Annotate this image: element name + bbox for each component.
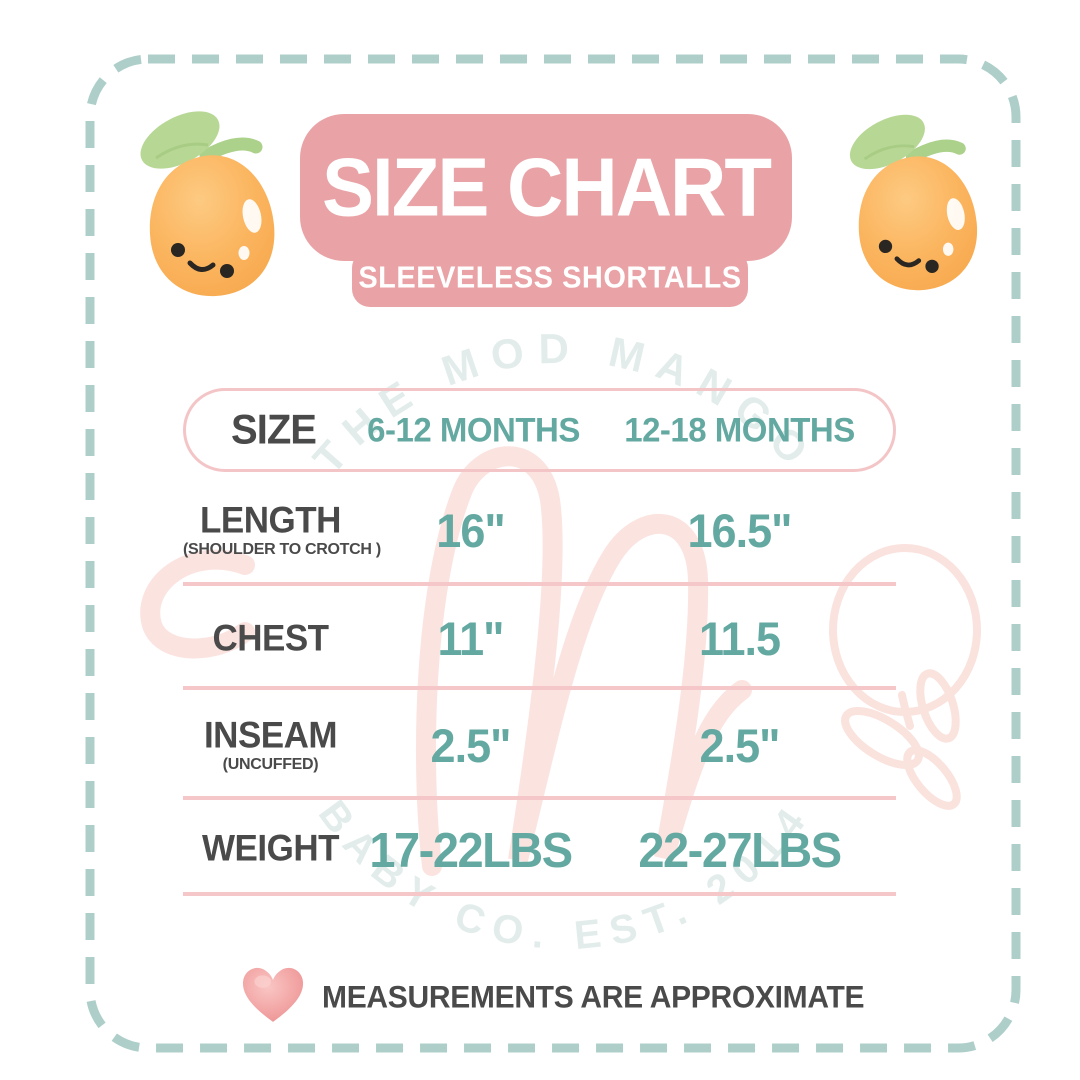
- row-label: WEIGHT: [202, 827, 339, 869]
- table-cell: 2.5": [699, 718, 781, 773]
- subtitle-banner: SLEEVELESS SHORTALLS: [352, 250, 748, 307]
- mango-icon: [128, 98, 288, 298]
- row-label: LENGTH: [200, 499, 341, 541]
- row-sublabel: (SHOULDER TO CROTCH ): [183, 541, 381, 559]
- row-label: CHEST: [212, 617, 329, 659]
- table-header-row: SIZE 6-12 MONTHS 12-18 MONTHS: [183, 388, 896, 472]
- table-cell: 16.5": [687, 503, 793, 558]
- page-title: SIZE CHART: [322, 140, 772, 234]
- size-column-header: SIZE: [231, 406, 317, 453]
- heart-icon: [242, 967, 304, 1022]
- table-cell: 2.5": [430, 718, 512, 773]
- column-header-6-12-months: 6-12 MONTHS: [367, 410, 580, 449]
- table-cell: 11.5: [698, 611, 781, 666]
- column-header-12-18-months: 12-18 MONTHS: [624, 410, 855, 449]
- row-sublabel: (UNCUFFED): [222, 756, 319, 774]
- mango-icon: [838, 102, 990, 292]
- table-cell: 17-22LBS: [369, 821, 573, 877]
- table-cell: 16": [436, 503, 505, 558]
- size-table-body: LENGTH (SHOULDER TO CROTCH ) 16" 16.5" C…: [183, 474, 896, 896]
- row-label: INSEAM: [203, 714, 338, 756]
- table-cell: 11": [437, 611, 505, 666]
- product-subtitle: SLEEVELESS SHORTALLS: [358, 261, 742, 295]
- table-row-chest: CHEST 11" 11.5: [183, 586, 896, 690]
- table-cell: 22-27LBS: [638, 821, 842, 877]
- approximate-note: MEASUREMENTS ARE APPROXIMATE: [322, 980, 865, 1015]
- table-row-length: LENGTH (SHOULDER TO CROTCH ) 16" 16.5": [183, 474, 896, 586]
- table-row-weight: WEIGHT 17-22LBS 22-27LBS: [183, 800, 896, 896]
- table-row-inseam: INSEAM (UNCUFFED) 2.5" 2.5": [183, 690, 896, 800]
- title-banner: SIZE CHART: [300, 114, 792, 261]
